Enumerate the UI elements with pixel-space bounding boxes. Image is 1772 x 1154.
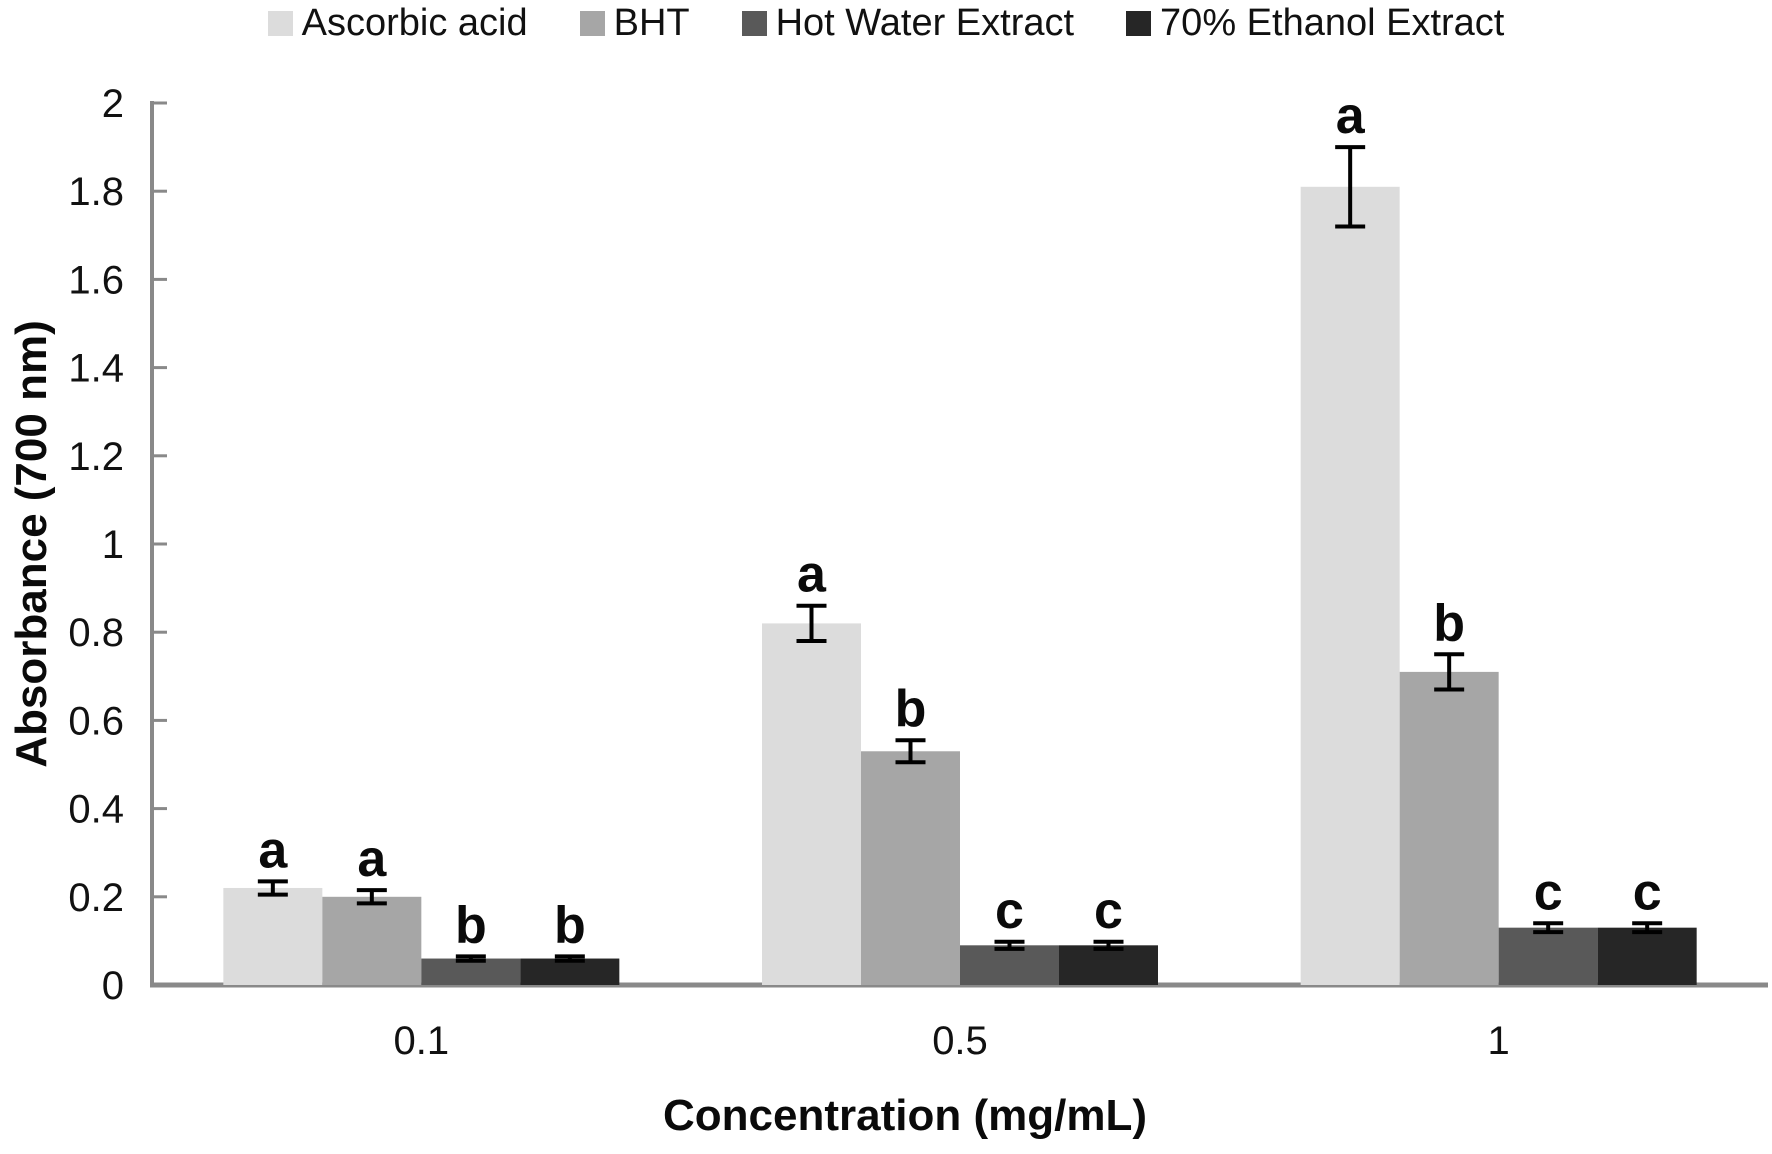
significance-letter: b (895, 680, 927, 738)
significance-letter: c (995, 882, 1024, 940)
bar-bht-0-1 (322, 896, 422, 985)
y-tick-label: 1.8 (68, 170, 124, 214)
legend-item-hot-water-extract: Hot Water Extract (741, 2, 1075, 45)
y-tick-label: 0.6 (68, 699, 124, 743)
y-axis-title: Absorbance (700 nm) (7, 320, 56, 767)
significance-letter: a (797, 546, 827, 604)
legend-swatch-icon (741, 11, 767, 36)
significance-letter: b (1433, 594, 1465, 652)
legend-label: Ascorbic acid (301, 2, 528, 44)
y-tick-label: 0.2 (68, 876, 124, 920)
significance-letter: a (1336, 87, 1366, 145)
bar-bht-0-5 (861, 751, 960, 985)
bar-ascorbic-acid-1 (1300, 186, 1400, 986)
bar-bht-1 (1399, 671, 1499, 985)
bar-ascorbic-acid-0-5 (762, 623, 861, 985)
x-axis-title: Concentration (mg/mL) (663, 1091, 1147, 1140)
bar-70-ethanol-extract-0-1 (520, 958, 620, 985)
y-tick-label: 2 (102, 82, 124, 126)
significance-letter: a (258, 821, 288, 879)
legend-item-70-ethanol-extract: 70% Ethanol Extract (1126, 2, 1504, 45)
legend-label: 70% Ethanol Extract (1160, 2, 1505, 44)
chart-legend: Ascorbic acid BHT Hot Water Extract 70% Eth… (0, 2, 1772, 45)
legend-item-ascorbic-acid: Ascorbic acid (267, 2, 528, 45)
y-tick-label: 1 (102, 523, 124, 567)
bar-70-ethanol-extract-1 (1597, 927, 1697, 985)
y-tick-label: 1.2 (68, 435, 124, 479)
bar-ascorbic-acid-0-1 (223, 887, 323, 985)
significance-letter: c (1094, 882, 1123, 940)
y-tick-label: 1.6 (68, 258, 124, 302)
legend-swatch-icon (1126, 11, 1152, 36)
x-category-label: 0.5 (932, 1019, 988, 1063)
significance-letter: c (1633, 863, 1662, 921)
x-category-label: 0.1 (394, 1019, 450, 1063)
legend-swatch-icon (579, 11, 605, 36)
y-tick-label: 0.8 (68, 611, 124, 655)
significance-letter: c (1534, 863, 1563, 921)
x-category-label: 1 (1488, 1019, 1510, 1063)
legend-item-bht: BHT (579, 2, 690, 45)
y-tick-label: 0 (102, 964, 124, 1008)
bar-hot-water-extract-0-1 (421, 958, 521, 985)
legend-label: Hot Water Extract (775, 2, 1075, 44)
significance-letter: a (357, 830, 387, 888)
significance-letter: b (455, 896, 487, 954)
y-tick-label: 1.4 (68, 347, 124, 391)
bar-hot-water-extract-0-5 (960, 945, 1059, 985)
y-tick-label: 0.4 (68, 788, 124, 832)
bar-70-ethanol-extract-0-5 (1059, 945, 1158, 985)
legend-label: BHT (613, 2, 690, 44)
significance-letter: b (554, 896, 586, 954)
bar-hot-water-extract-1 (1498, 927, 1598, 985)
legend-swatch-icon (267, 11, 293, 36)
